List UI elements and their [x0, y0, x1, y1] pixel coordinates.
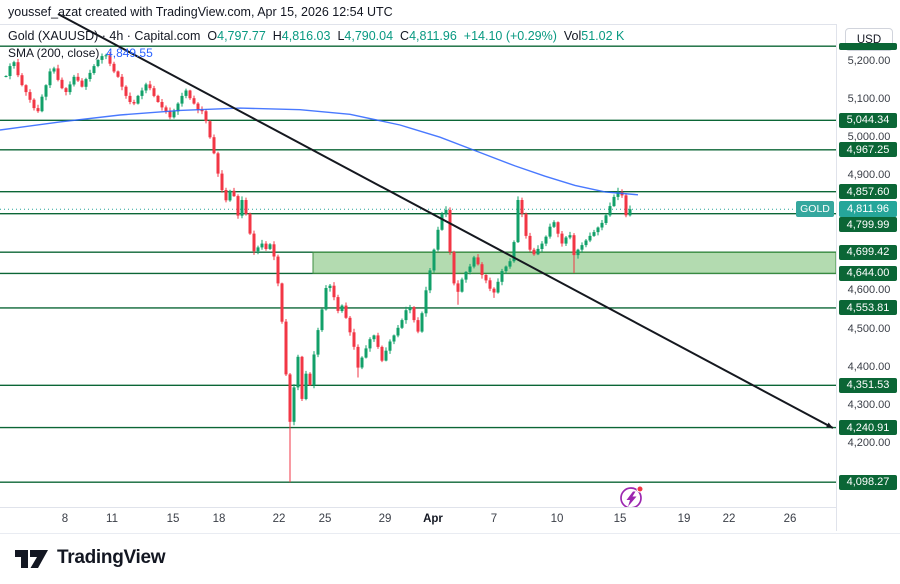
tradingview-mark-icon [15, 550, 48, 568]
lightning-icon [626, 491, 637, 507]
time-tick-label: 10 [550, 513, 564, 525]
price-grid-label: 4,300.00 [847, 399, 891, 412]
price-level-label: 4,967.25 [839, 142, 897, 158]
ohlc-high: H4,816.03 [272, 29, 331, 43]
ohlc-low: L4,790.04 [337, 29, 394, 43]
price-level-label: 4,857.60 [839, 184, 897, 200]
time-tick-label: 7 [490, 513, 498, 525]
ohlc-open: O4,797.77 [207, 29, 266, 43]
price-level-label: 4,699.42 [839, 244, 897, 260]
ohlc-close: C4,811.96 [400, 29, 457, 43]
price-grid-label: 4,400.00 [847, 360, 891, 373]
current-price-label: 4,811.96 [839, 201, 897, 218]
sma-value: 4,849.55 [106, 46, 153, 60]
price-level-label: 4,644.00 [839, 265, 897, 281]
symbol-row: Gold (XAUUSD) · 4h · Capital.com O4,797.… [8, 28, 624, 44]
price-level-label [839, 43, 897, 51]
price-grid-label: 5,100.00 [847, 92, 891, 105]
price-level-label: 4,799.99 [839, 217, 897, 233]
time-tick-label: 25 [318, 513, 332, 525]
price-level-label: 4,240.91 [839, 420, 897, 436]
price-grid-label: 5,000.00 [847, 131, 891, 144]
volume: Vol51.02 K [563, 29, 625, 43]
sma-label: SMA (200, close) [8, 46, 100, 60]
price-grid-label: 5,200.00 [847, 54, 891, 67]
change-value: +14.10 (+0.29%) [463, 29, 557, 43]
attribution-text: youssef_azat created with TradingView.co… [8, 5, 393, 19]
price-level-label: 4,553.81 [839, 300, 897, 316]
sma-row: SMA (200, close) 4,849.55 [8, 45, 624, 61]
time-tick-label: 22 [722, 513, 736, 525]
time-tick-label: 26 [783, 513, 797, 525]
time-tick-label: 18 [212, 513, 226, 525]
time-tick-label: 15 [166, 513, 180, 525]
price-level-label: 4,098.27 [839, 474, 897, 490]
price-grid-label: 4,900.00 [847, 169, 891, 182]
time-tick-label: 19 [677, 513, 691, 525]
time-tick-label: 8 [61, 513, 69, 525]
price-level-label: 4,351.53 [839, 377, 897, 393]
price-grid-label: 4,500.00 [847, 322, 891, 335]
price-level-label: 5,044.34 [839, 112, 897, 128]
price-grid-label: 4,600.00 [847, 284, 891, 297]
notification-dot-icon [636, 485, 644, 493]
time-tick-label: 22 [272, 513, 286, 525]
price-grid-label: 4,200.00 [847, 437, 891, 450]
time-axis[interactable]: 8 11 15 18 22 25 29 Apr 7 10 15 19 22 26 [0, 507, 900, 534]
tradingview-logo[interactable]: TradingView [14, 545, 166, 571]
symbol-price-tag: GOLD [796, 201, 834, 218]
chart-legend: Gold (XAUUSD) · 4h · Capital.com O4,797.… [8, 28, 624, 61]
tradingview-logo-text: TradingView [57, 547, 166, 568]
time-tick-label: 29 [378, 513, 392, 525]
time-tick-label: 15 [613, 513, 627, 525]
time-tick-label: Apr [423, 513, 443, 525]
pane-top-border [0, 24, 900, 25]
time-tick-label: 11 [106, 513, 118, 525]
symbol-title: Gold (XAUUSD) · 4h · Capital.com [8, 29, 201, 43]
price-axis[interactable]: USD 5,200.00 5,100.00 5,000.00 4,900.00 4,60… [836, 24, 900, 531]
